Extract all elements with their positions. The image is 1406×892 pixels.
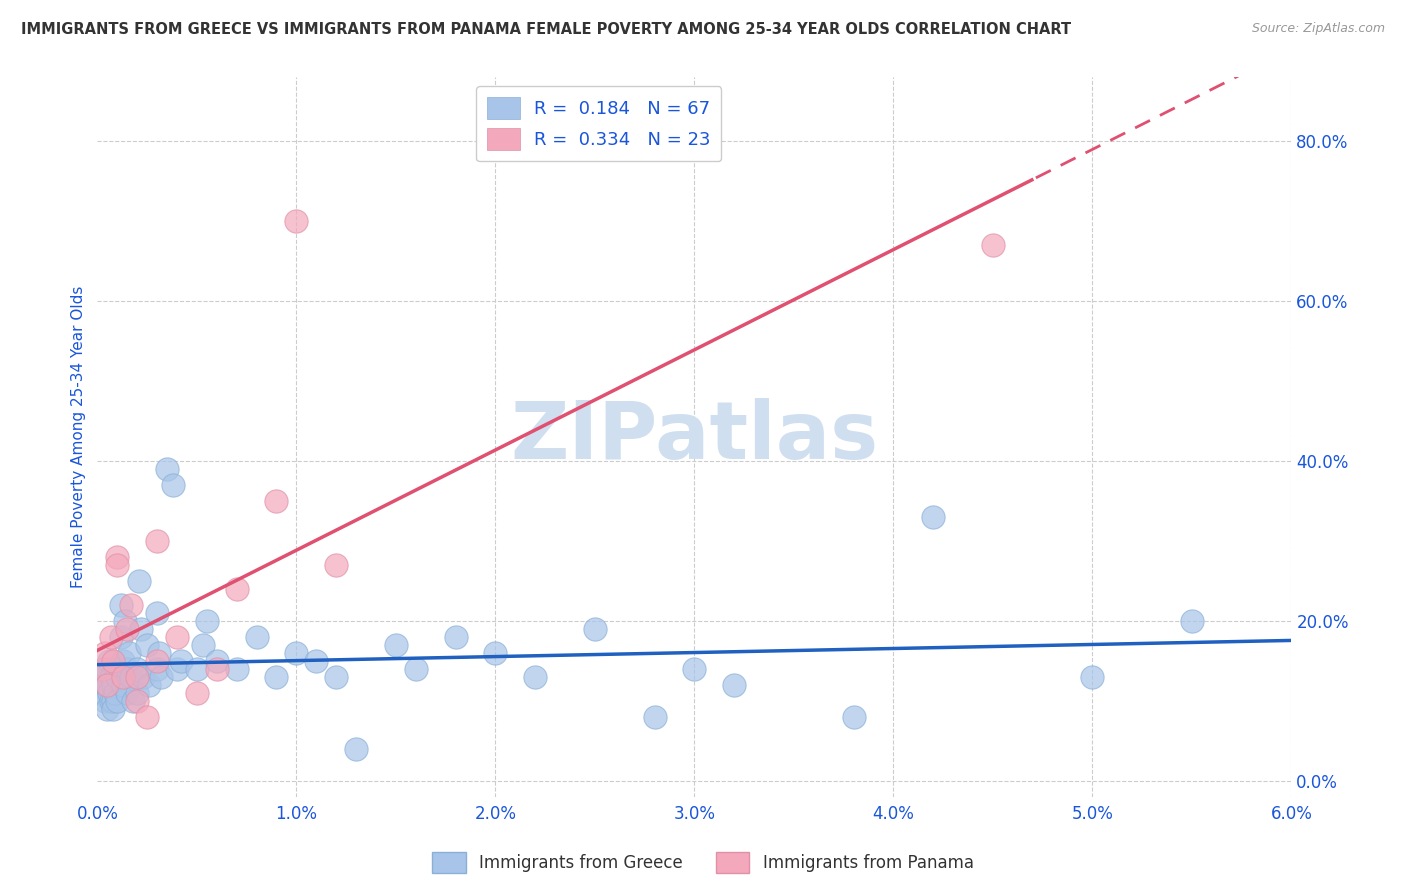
Point <box>385 638 408 652</box>
Point <box>981 238 1004 252</box>
Point <box>266 494 288 508</box>
Point <box>105 670 128 684</box>
Point <box>100 694 122 708</box>
Point <box>96 662 118 676</box>
Point <box>245 630 267 644</box>
Point <box>128 574 150 589</box>
Point <box>98 654 121 668</box>
Point <box>1181 614 1204 628</box>
Point <box>191 638 214 652</box>
Point <box>104 662 127 676</box>
Point <box>205 654 228 668</box>
Point <box>110 630 132 644</box>
Point <box>156 462 179 476</box>
Point <box>195 614 218 628</box>
Point <box>524 670 547 684</box>
Point <box>325 670 347 684</box>
Point <box>285 646 308 660</box>
Point <box>129 622 152 636</box>
Point <box>110 599 132 613</box>
Point <box>146 534 169 549</box>
Point <box>127 670 149 684</box>
Point <box>644 710 666 724</box>
Point <box>100 670 122 684</box>
Point <box>103 694 125 708</box>
Point <box>132 670 155 684</box>
Point <box>96 678 118 692</box>
Text: Source: ZipAtlas.com: Source: ZipAtlas.com <box>1251 22 1385 36</box>
Point <box>186 686 208 700</box>
Point <box>170 654 193 668</box>
Point <box>100 630 122 644</box>
Point <box>91 662 114 676</box>
Point <box>484 646 506 660</box>
Point <box>444 630 467 644</box>
Point <box>405 662 427 676</box>
Point <box>127 694 149 708</box>
Point <box>583 622 606 636</box>
Point <box>112 678 135 692</box>
Point <box>186 662 208 676</box>
Point <box>90 686 112 700</box>
Point <box>115 686 138 700</box>
Point <box>112 670 135 684</box>
Legend: R =  0.184   N = 67, R =  0.334   N = 23: R = 0.184 N = 67, R = 0.334 N = 23 <box>477 87 721 161</box>
Point <box>120 599 142 613</box>
Point <box>148 646 170 660</box>
Legend: Immigrants from Greece, Immigrants from Panama: Immigrants from Greece, Immigrants from … <box>426 846 980 880</box>
Y-axis label: Female Poverty Among 25-34 Year Olds: Female Poverty Among 25-34 Year Olds <box>72 286 86 589</box>
Point <box>98 686 121 700</box>
Point <box>118 646 141 660</box>
Point <box>136 710 159 724</box>
Point <box>112 654 135 668</box>
Point <box>305 654 328 668</box>
Point <box>225 582 247 597</box>
Point <box>225 662 247 676</box>
Point <box>105 558 128 573</box>
Point <box>723 678 745 692</box>
Point <box>122 694 145 708</box>
Point <box>103 702 125 716</box>
Point <box>96 678 118 692</box>
Point <box>162 478 184 492</box>
Point <box>94 678 117 692</box>
Point <box>285 214 308 228</box>
Point <box>166 662 188 676</box>
Point <box>127 662 149 676</box>
Point <box>115 662 138 676</box>
Point <box>96 702 118 716</box>
Point <box>115 622 138 636</box>
Point <box>138 678 160 692</box>
Point <box>166 630 188 644</box>
Point <box>266 670 288 684</box>
Point <box>90 670 112 684</box>
Point <box>103 678 125 692</box>
Point <box>94 646 117 660</box>
Point <box>146 654 169 668</box>
Point <box>344 742 367 756</box>
Point <box>105 550 128 565</box>
Text: ZIPatlas: ZIPatlas <box>510 399 879 476</box>
Point <box>325 558 347 573</box>
Point <box>114 614 136 628</box>
Point <box>922 510 945 524</box>
Point <box>150 670 173 684</box>
Point <box>146 662 169 676</box>
Point <box>1081 670 1104 684</box>
Point <box>104 686 127 700</box>
Point <box>105 694 128 708</box>
Point <box>136 638 159 652</box>
Point <box>94 694 117 708</box>
Point <box>683 662 706 676</box>
Point <box>120 670 142 684</box>
Point <box>127 686 149 700</box>
Point <box>205 662 228 676</box>
Point <box>103 654 125 668</box>
Text: IMMIGRANTS FROM GREECE VS IMMIGRANTS FROM PANAMA FEMALE POVERTY AMONG 25-34 YEAR: IMMIGRANTS FROM GREECE VS IMMIGRANTS FRO… <box>21 22 1071 37</box>
Point <box>146 606 169 620</box>
Point <box>842 710 865 724</box>
